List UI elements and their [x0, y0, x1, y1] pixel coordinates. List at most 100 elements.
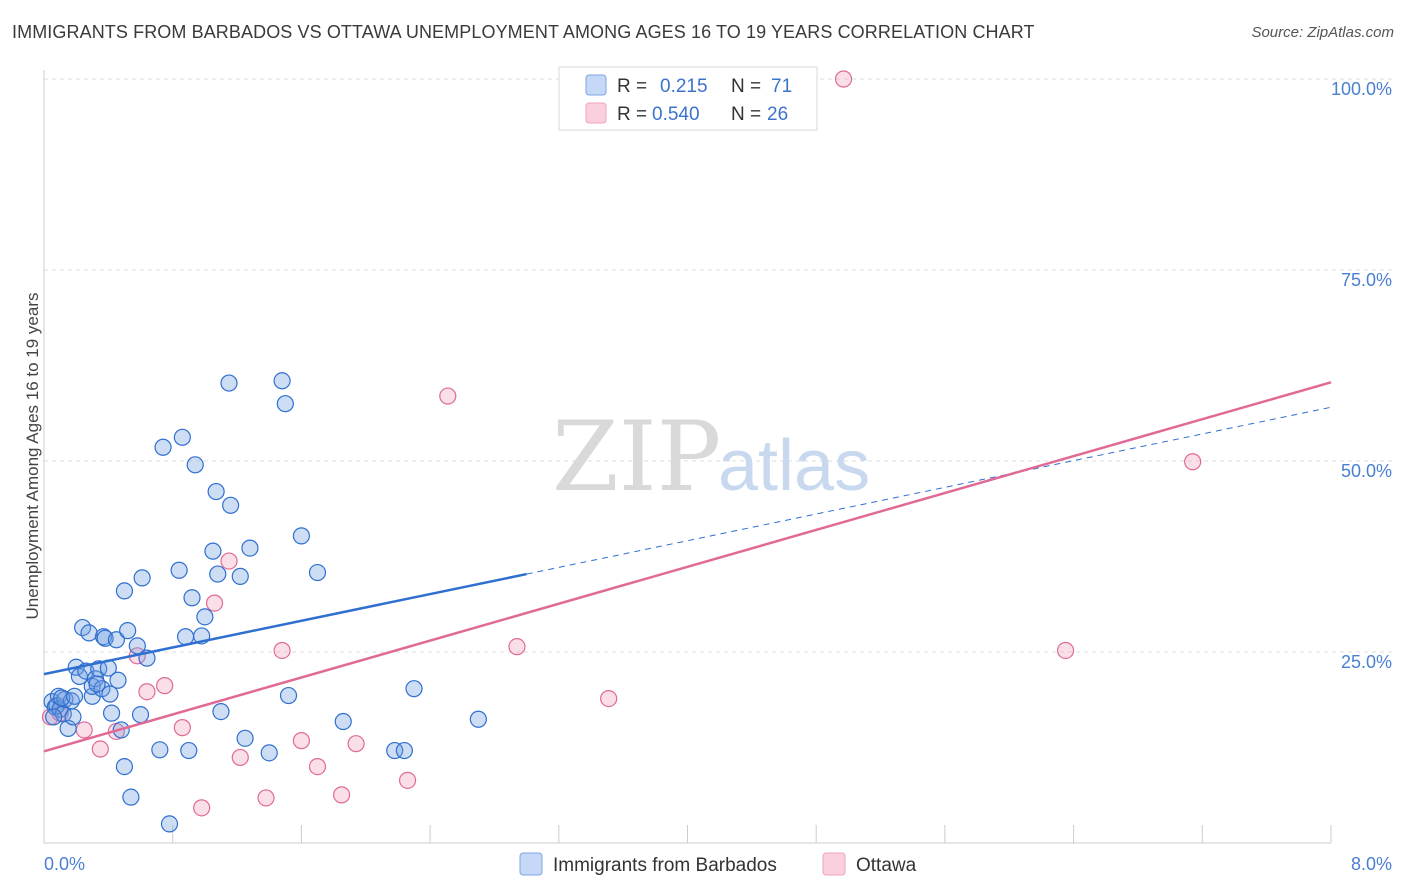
- barbados-point-65: [405, 680, 423, 698]
- ottawa-point-25: [1184, 453, 1202, 471]
- barbados-point-28: [115, 757, 134, 776]
- barbados-point-26: [109, 671, 127, 689]
- ottawa-point-6: [138, 683, 156, 701]
- x-tick-label-min: 0.0%: [44, 854, 85, 874]
- y-tick-label-100: 100.0%: [1331, 79, 1392, 99]
- barbados-point-36: [151, 741, 169, 759]
- source-label: Source: ZipAtlas.com: [1251, 24, 1394, 41]
- ottawa-point-9: [193, 799, 211, 817]
- barbados-point-40: [173, 428, 191, 446]
- barbados-point-66: [469, 710, 487, 728]
- ottawa-point-13: [257, 789, 275, 807]
- ottawa-point-7: [156, 677, 174, 695]
- ottawa-point-3: [91, 740, 109, 758]
- legend-blue-n-label: N =: [731, 76, 761, 97]
- chart-title: IMMIGRANTS FROM BARBADOS VS OTTAWA UNEMP…: [12, 22, 1035, 42]
- legend-blue-n-value: 71: [771, 76, 792, 97]
- barbados-point-31: [122, 788, 140, 806]
- barbados-point-50: [212, 702, 230, 721]
- y-axis-label: Unemployment Among Ages 16 to 19 years: [23, 293, 42, 620]
- barbados-point-41: [176, 628, 195, 646]
- legend-pink-r-value: 0.540: [652, 104, 700, 125]
- barbados-point-37: [154, 438, 172, 456]
- legend-swatch-pink: [585, 102, 607, 124]
- barbados-point-48: [207, 482, 225, 501]
- barbados-point-34: [133, 569, 151, 587]
- trend-lines: [43, 381, 1332, 753]
- ottawa-point-10: [205, 594, 224, 612]
- ottawa-point-16: [308, 757, 327, 776]
- x-tick-label-max: 8.0%: [1351, 854, 1392, 874]
- series-legend: Immigrants from Barbados Ottawa: [519, 852, 917, 876]
- series-legend-label-barbados: Immigrants from Barbados: [553, 855, 777, 876]
- series-legend-swatch-barbados: [519, 852, 543, 876]
- ottawa-point-11: [220, 552, 238, 570]
- barbados-point-70: [88, 675, 106, 693]
- barbados-point-46: [196, 608, 214, 626]
- barbados-point-54: [236, 729, 254, 747]
- barbados-point-57: [273, 372, 291, 390]
- barbados-point-62: [334, 712, 352, 731]
- ottawa-point-24: [1056, 641, 1075, 660]
- legend-blue-r-value: 0.215: [660, 76, 708, 97]
- barbados-point-29: [115, 582, 134, 600]
- y-tick-label-50: 50.0%: [1341, 461, 1392, 481]
- ottawa-point-14: [273, 641, 291, 660]
- ottawa-trend-line: [43, 381, 1332, 753]
- barbados-point-60: [292, 527, 310, 545]
- y-tick-label-75: 75.0%: [1341, 270, 1392, 290]
- barbados-point-43: [183, 589, 201, 607]
- ottawa-point-22: [600, 690, 618, 708]
- x-tick-marks: [43, 825, 1332, 843]
- ottawa-point-21: [508, 638, 526, 656]
- ottawa-point-18: [347, 735, 365, 753]
- ottawa-point-8: [173, 719, 191, 737]
- legend-swatch-blue: [585, 74, 607, 96]
- barbados-point-58: [276, 395, 294, 413]
- legend-pink-n-value: 26: [767, 104, 788, 125]
- ottawa-point-23: [834, 70, 853, 88]
- barbados-point-44: [186, 456, 204, 474]
- ottawa-point-19: [398, 771, 417, 789]
- barbados-point-9: [64, 708, 82, 726]
- barbados-point-59: [279, 686, 298, 705]
- legend-pink-n-label: N =: [731, 104, 761, 125]
- barbados-point-61: [308, 563, 327, 582]
- ottawa-point-20: [439, 387, 457, 405]
- barbados-trend-line: [43, 572, 527, 676]
- barbados-point-52: [222, 496, 240, 514]
- barbados-trend-extension: [526, 406, 1332, 575]
- barbados-point-25: [107, 631, 125, 649]
- barbados-point-49: [209, 565, 227, 583]
- ottawa-point-17: [333, 786, 351, 804]
- legend-pink-r-label: R =: [617, 104, 647, 125]
- barbados-point-51: [220, 374, 238, 392]
- barbados-point-47: [204, 542, 222, 560]
- series-legend-swatch-ottawa: [822, 852, 846, 876]
- barbados-point-56: [260, 744, 278, 762]
- barbados-point-30: [119, 622, 137, 640]
- barbados-point-63: [386, 741, 404, 760]
- correlation-legend: R = 0.215 N = 71 R = 0.540 N = 26: [558, 66, 818, 131]
- y-tick-label-25: 25.0%: [1341, 652, 1392, 672]
- barbados-point-38: [160, 815, 179, 833]
- barbados-point-23: [101, 685, 119, 703]
- barbados-point-68: [53, 689, 71, 707]
- grid-lines: [44, 78, 1394, 653]
- watermark-atlas: atlas: [718, 426, 870, 506]
- barbados-point-64: [395, 741, 413, 760]
- ottawa-point-12: [231, 748, 249, 767]
- watermark-zip: ZIP: [552, 401, 721, 513]
- barbados-point-42: [180, 741, 198, 760]
- y-tick-labels: 25.0% 50.0% 75.0% 100.0%: [1331, 79, 1392, 672]
- barbados-points: [43, 372, 487, 833]
- barbados-point-53: [231, 567, 249, 585]
- barbados-point-39: [170, 561, 188, 579]
- barbados-point-55: [241, 539, 259, 557]
- barbados-point-24: [102, 704, 121, 722]
- barbados-point-69: [65, 687, 84, 705]
- barbados-point-14: [80, 624, 98, 642]
- barbados-point-33: [131, 706, 150, 724]
- ottawa-point-2: [75, 721, 93, 739]
